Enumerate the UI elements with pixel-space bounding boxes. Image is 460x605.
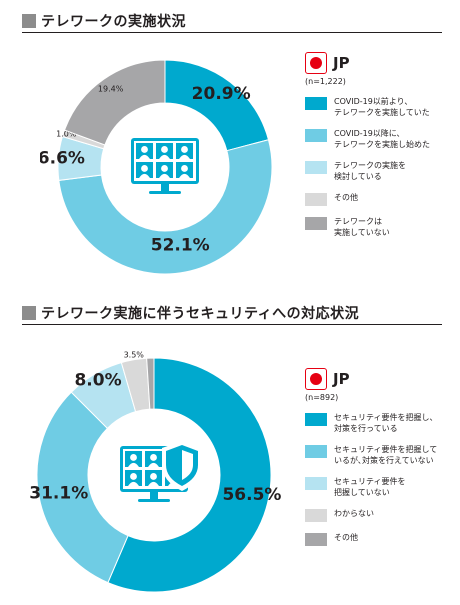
legend-swatch	[305, 477, 327, 490]
legend-label: セキュリティ要件を把握して いるが､対策を行えていない	[334, 445, 438, 465]
participant-tile	[136, 143, 153, 159]
legend-label: テレワークの実施を 検討している	[334, 161, 406, 181]
donut-slice	[107, 357, 272, 593]
monitor-icon	[131, 138, 199, 194]
slice-data-label: 31.1%	[29, 483, 88, 503]
legend-swatch	[305, 445, 327, 458]
legend-entry: その他	[305, 192, 455, 206]
participant-tile	[156, 143, 173, 159]
donut-chart-security: 56.5%31.1%8.0%3.5%1.0%	[29, 350, 281, 593]
donut-slice	[36, 391, 129, 584]
slice-data-label: 20.9%	[192, 84, 251, 104]
participant-tile	[125, 451, 142, 467]
legend-label: セキュリティ要件を把握し、 対策を行っている	[334, 413, 438, 433]
slice-data-label: 19.4%	[98, 85, 124, 94]
legend-entry: セキュリティ要件を 把握していない	[305, 476, 455, 498]
legend-swatch	[305, 193, 327, 206]
country-row: JP	[305, 368, 455, 390]
country-label: JP	[333, 370, 350, 388]
participant-tile	[156, 162, 173, 178]
legend-label: COVID-19以前より、 テレワークを実施していた	[334, 97, 430, 117]
legend-security: JP (n=892) セキュリティ要件を把握し、 対策を行っている セキュリティ要…	[305, 368, 455, 556]
legend-label: わからない	[334, 509, 374, 518]
legend-entry: COVID-19以降に、 テレワークを実施し始めた	[305, 128, 455, 150]
sample-size: (n=1,222)	[305, 77, 346, 86]
slice-data-label: 3.5%	[124, 350, 145, 359]
legend-label: テレワークは 実施していない	[334, 217, 390, 237]
legend-entry: セキュリティ要件を把握して いるが､対策を行えていない	[305, 444, 455, 466]
title-square-icon	[22, 306, 36, 320]
participant-tile	[176, 162, 193, 178]
legend-entry: テレワークの実施を 検討している	[305, 160, 455, 182]
section-title: テレワーク実施に伴うセキュリティへの対応状況	[41, 306, 360, 322]
participant-tile	[176, 143, 193, 159]
legend-swatch	[305, 161, 327, 174]
section-title-bar: テレワークの実施状況	[22, 10, 442, 33]
country-label: JP	[333, 54, 350, 72]
legend-swatch	[305, 217, 327, 230]
participant-tile	[136, 162, 153, 178]
donut-slice	[58, 139, 273, 275]
legend-entry: セキュリティ要件を把握し、 対策を行っている	[305, 412, 455, 434]
legend-swatch	[305, 97, 327, 110]
legend-label: その他	[334, 533, 358, 542]
legend-entry: COVID-19以前より、 テレワークを実施していた	[305, 96, 455, 118]
chart-section-telework: テレワークの実施状況 20.9% 52.1% 6.6% 1.0% 19.4% JP (n…	[0, 0, 460, 300]
chart-section-security: テレワーク実施に伴うセキュリティへの対応状況 56.5% 31.1% 8.0% 3.5…	[0, 300, 460, 602]
legend-swatch	[305, 533, 327, 546]
participant-tile	[145, 470, 162, 486]
title-square-icon	[22, 14, 36, 28]
participant-tile	[125, 470, 142, 486]
legend-label: セキュリティ要件を 把握していない	[334, 477, 406, 497]
donut-chart-telework: 20.9% 52.1% 6.6% 1.0% 19.4%	[40, 59, 273, 275]
shield-icon	[162, 441, 202, 491]
legend-entry: テレワークは 実施していない	[305, 216, 455, 238]
slice-data-label: 56.5%	[222, 485, 281, 505]
participant-tile	[145, 451, 162, 467]
legend-swatch	[305, 413, 327, 426]
legend-entry: その他	[305, 532, 455, 546]
legend-label: COVID-19以降に、 テレワークを実施し始めた	[334, 129, 430, 149]
legend-entry: わからない	[305, 508, 455, 522]
sample-size: (n=892)	[305, 393, 339, 402]
slice-data-label: 1.0%	[56, 130, 77, 139]
donut-slice	[146, 357, 155, 410]
slice-data-label: 6.6%	[40, 149, 85, 169]
donut-slice	[164, 59, 270, 152]
japan-flag-icon	[305, 52, 327, 74]
legend-swatch	[305, 509, 327, 522]
legend-label: その他	[334, 193, 358, 202]
japan-flag-icon	[305, 368, 327, 390]
country-row: JP	[305, 52, 455, 74]
section-title-bar: テレワーク実施に伴うセキュリティへの対応状況	[22, 302, 442, 325]
slice-data-label: 8.0%	[74, 370, 121, 390]
donut-slice	[63, 59, 166, 146]
legend-telework: JP (n=1,222) COVID-19以前より、 テレワークを実施していた C…	[305, 52, 455, 248]
section-title: テレワークの実施状況	[41, 14, 186, 30]
legend-swatch	[305, 129, 327, 142]
slice-data-label: 52.1%	[151, 236, 210, 256]
